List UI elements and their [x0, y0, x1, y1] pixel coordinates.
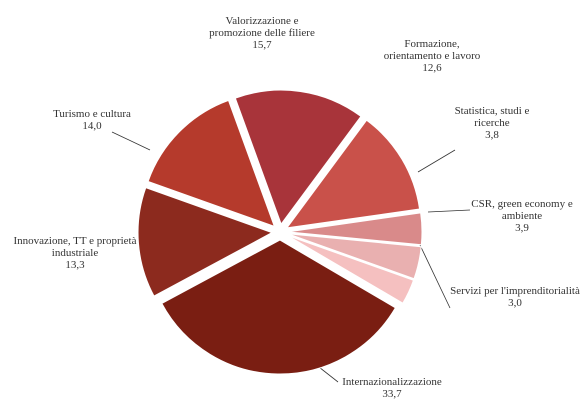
pie-slice — [287, 233, 422, 280]
slice-label: Valorizzazione e promozione delle filier… — [209, 15, 315, 39]
slice-label: Turismo e cultura — [53, 108, 131, 120]
pie-slice — [147, 99, 276, 228]
value-label: 15,7 — [252, 39, 272, 51]
slice-label: CSR, green economy e ambiente — [471, 198, 573, 222]
leader-line — [417, 149, 456, 173]
value-label: 13,3 — [65, 259, 85, 271]
slice-label: Servizi per l'imprenditorialità — [450, 285, 580, 297]
leader-line — [111, 131, 151, 151]
leader-line — [419, 244, 451, 309]
pie-slice — [286, 234, 415, 304]
pie-slice — [137, 187, 274, 297]
slice-label: Formazione, orientamento e lavoro — [383, 38, 481, 62]
slice-label: Innovazione, TT e proprietà industriale — [13, 235, 137, 259]
pie-slice — [161, 239, 397, 375]
pie-slice — [234, 89, 362, 226]
value-label: 3,0 — [508, 297, 522, 309]
slice-label: Internazionalizzazione — [342, 376, 442, 388]
slice-label: Statistica, studi e ricerche — [454, 105, 530, 129]
value-label: 3,9 — [515, 222, 529, 234]
value-label: 12,6 — [422, 62, 442, 74]
value-label: 14,0 — [82, 120, 102, 132]
pie-slice — [287, 212, 423, 246]
value-label: 3,8 — [485, 129, 499, 141]
value-label: 33,7 — [382, 388, 402, 400]
pie-slice — [285, 119, 421, 229]
leader-line — [427, 209, 471, 213]
